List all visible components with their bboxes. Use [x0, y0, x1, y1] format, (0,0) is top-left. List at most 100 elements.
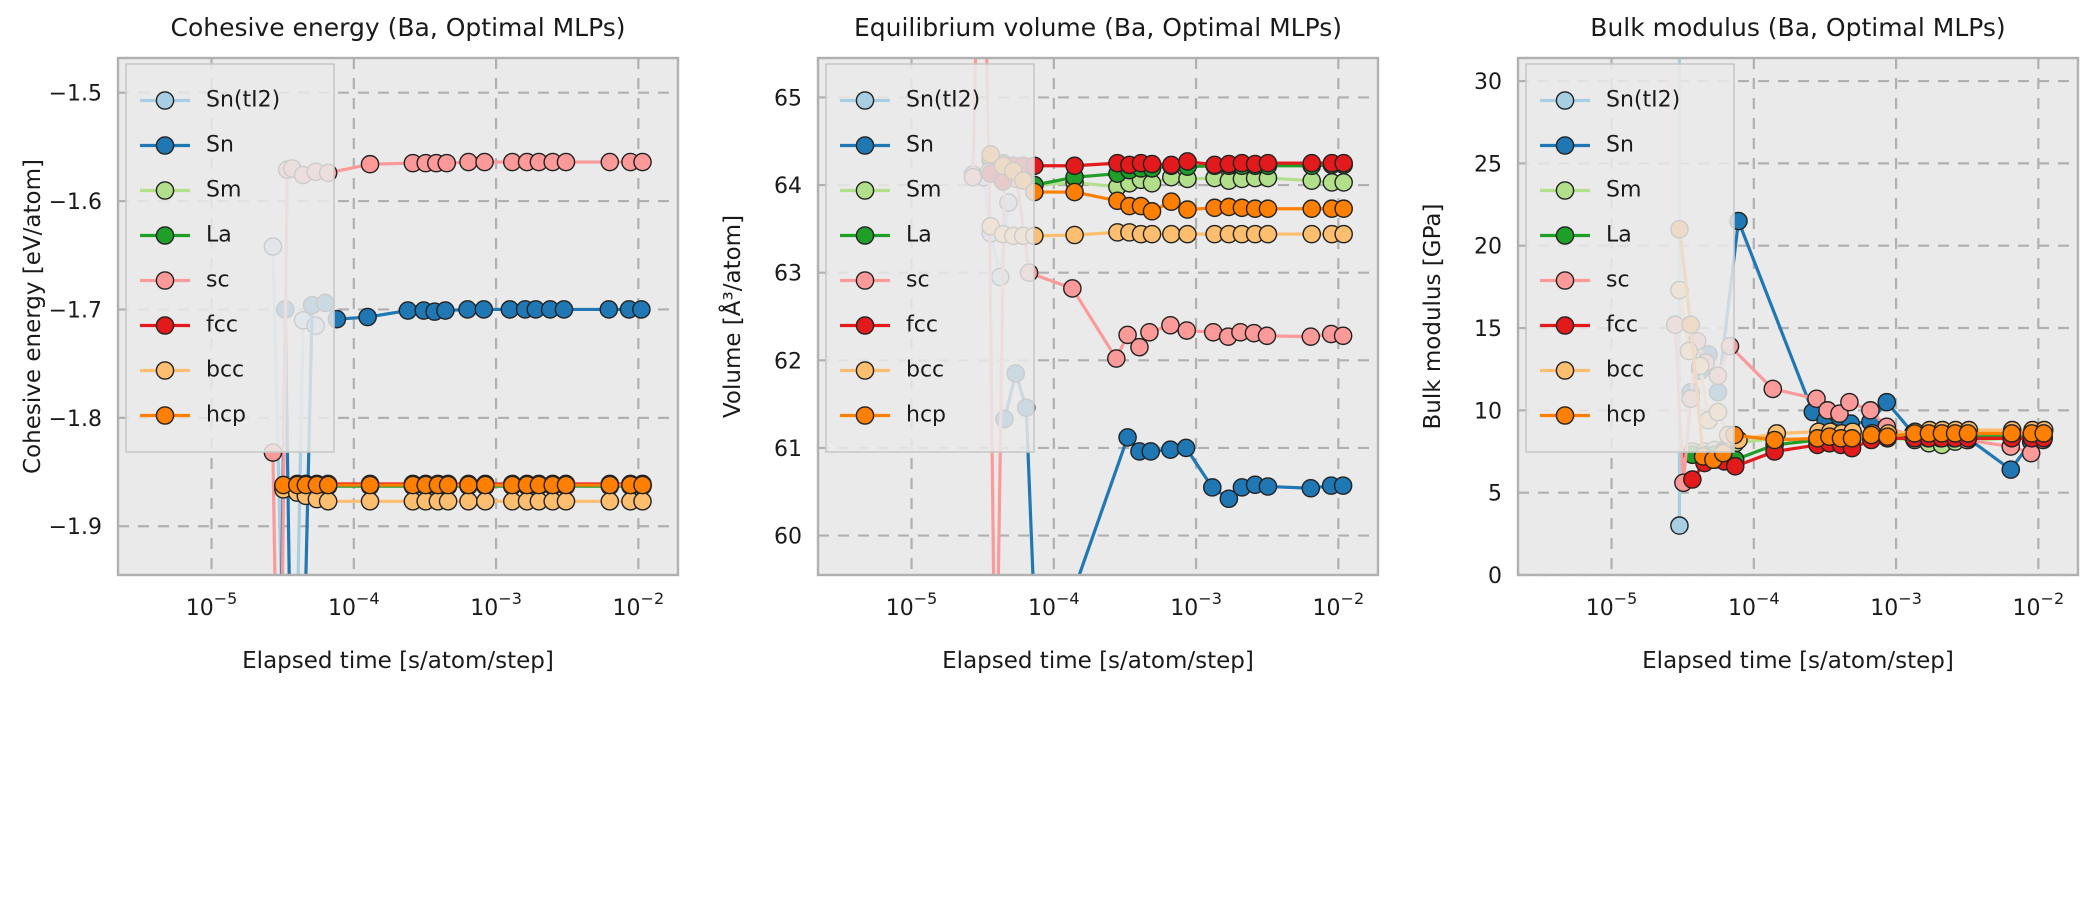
legend-label: fcc — [1606, 313, 1638, 338]
data-point — [1670, 516, 1689, 535]
data-point — [1258, 153, 1278, 173]
legend-label: La — [1606, 223, 1632, 248]
data-point — [1765, 430, 1784, 450]
data-point — [1333, 476, 1353, 495]
x-tick-label: 10−2 — [613, 589, 665, 621]
legend-marker — [855, 361, 875, 380]
legend-label: Sm — [206, 178, 241, 203]
legend-item-fcc[interactable]: fcc — [1540, 313, 1638, 338]
series-bcc — [274, 480, 652, 511]
legend-item-Sn[interactable]: Sn — [140, 133, 234, 158]
y-tick-label: −1.6 — [49, 190, 102, 215]
data-point — [1118, 428, 1137, 447]
legend-item-Sm[interactable]: Sm — [840, 178, 941, 203]
data-point — [1178, 224, 1197, 244]
y-axis-ticks: 65 64 63 62 61 60 — [774, 86, 802, 549]
data-point — [1161, 440, 1180, 459]
legend-label: La — [206, 223, 232, 248]
legend-label: sc — [1606, 268, 1630, 293]
legend-item-hcp[interactable]: hcp — [1540, 403, 1646, 428]
x-tick-label: 10−2 — [1313, 589, 1365, 621]
data-point — [1142, 202, 1162, 221]
x-tick-label: 10−2 — [2013, 589, 2065, 621]
legend-marker — [855, 226, 875, 245]
legend-item-bcc[interactable]: bcc — [140, 358, 244, 383]
legend-marker — [155, 316, 175, 335]
y-tick-label: 64 — [774, 174, 802, 199]
legend-item-La[interactable]: La — [840, 223, 932, 248]
data-point — [1161, 315, 1180, 335]
data-point — [556, 152, 576, 172]
legend-item-La[interactable]: La — [140, 223, 232, 248]
legend-marker — [1555, 316, 1575, 335]
data-point — [1142, 224, 1162, 244]
y-tick-label: −1.9 — [49, 515, 102, 540]
data-point — [1130, 337, 1149, 357]
data-point — [360, 475, 380, 495]
plot-svg: 65 64 63 62 61 60 10−5 10−4 10−3 10−2 Equilibrium … — [718, 13, 1380, 674]
x-tick-label: 10−3 — [470, 589, 522, 621]
x-tick-label: 10−3 — [1170, 589, 1222, 621]
data-point — [1202, 478, 1222, 497]
y-tick-label: −1.8 — [49, 407, 102, 432]
legend-item-SntI2[interactable]: Sn(tI2) — [840, 88, 980, 113]
y-tick-label: 61 — [774, 437, 802, 462]
legend-item-SntI2[interactable]: Sn(tI2) — [1540, 88, 1680, 113]
data-point — [1258, 224, 1278, 244]
legend-item-Sm[interactable]: Sm — [140, 178, 241, 203]
legend-item-sc[interactable]: sc — [140, 268, 230, 293]
legend-marker — [1555, 226, 1575, 245]
x-tick-label: 10−5 — [1586, 589, 1638, 621]
data-point — [1219, 489, 1239, 509]
data-point — [600, 475, 620, 495]
data-point — [1334, 173, 1353, 192]
data-point — [556, 475, 576, 495]
legend-label: Sn(tI2) — [1606, 88, 1680, 113]
legend-item-Sm[interactable]: Sm — [1540, 178, 1641, 203]
legend-item-hcp[interactable]: hcp — [140, 403, 246, 428]
panel-title: Bulk modulus (Ba, Optimal MLPs) — [1590, 13, 2005, 42]
data-point — [318, 475, 338, 495]
data-point — [360, 154, 380, 174]
x-tick-label: 10−3 — [1870, 589, 1922, 621]
legend-item-SntI2[interactable]: Sn(tI2) — [140, 88, 280, 113]
data-point — [437, 153, 457, 173]
data-point — [318, 491, 338, 511]
legend-item-Sn[interactable]: Sn — [840, 133, 934, 158]
data-point — [1842, 429, 1862, 448]
data-point — [1958, 424, 1978, 443]
legend-item-bcc[interactable]: bcc — [1540, 358, 1644, 383]
data-point — [632, 300, 651, 319]
legend-marker — [155, 91, 175, 110]
data-point — [1763, 379, 1783, 399]
legend-item-Sn[interactable]: Sn — [1540, 133, 1634, 158]
legend-label: fcc — [906, 313, 938, 338]
legend-marker — [855, 271, 875, 290]
legend-marker — [1555, 406, 1575, 425]
legend-item-sc[interactable]: sc — [1540, 268, 1630, 293]
legend-item-La[interactable]: La — [1540, 223, 1632, 248]
x-axis-label: Elapsed time [s/atom/step] — [242, 648, 554, 674]
legend-label: Sn — [906, 133, 934, 158]
legend-background — [1525, 63, 1735, 453]
axes-frame — [1516, 56, 2080, 577]
panel-equilibrium-volume: 65 64 63 62 61 60 10−5 10−4 10−3 10−2 Equilibrium … — [700, 0, 1400, 900]
legend-label: bcc — [906, 358, 944, 383]
data-point — [1065, 156, 1084, 176]
legend-item-fcc[interactable]: fcc — [140, 313, 238, 338]
y-axis-ticks: 30 25 20 15 10 5 0 — [1474, 70, 1502, 589]
legend-item-bcc[interactable]: bcc — [840, 358, 944, 383]
legend-item-hcp[interactable]: hcp — [840, 403, 946, 428]
legend-marker — [1555, 271, 1575, 290]
legend-marker — [855, 91, 875, 110]
data-point — [600, 152, 620, 172]
data-point — [1177, 321, 1197, 340]
legend-marker — [1555, 136, 1575, 155]
data-point — [1118, 325, 1137, 345]
data-point — [459, 475, 478, 495]
data-point — [271, 843, 288, 860]
data-point — [633, 475, 652, 495]
data-point — [1257, 326, 1277, 346]
legend-item-sc[interactable]: sc — [840, 268, 930, 293]
legend-item-fcc[interactable]: fcc — [840, 313, 938, 338]
